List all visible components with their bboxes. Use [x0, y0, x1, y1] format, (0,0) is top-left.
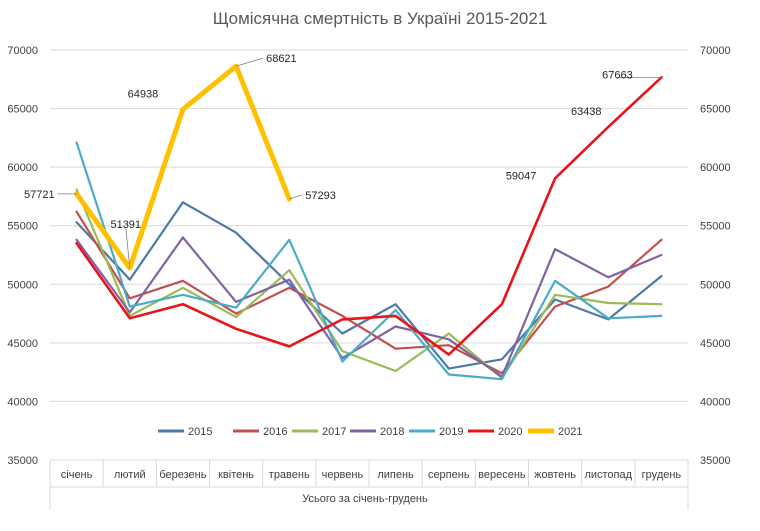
y-tick-label-left: 50000 [7, 279, 38, 291]
legend-label-2021: 2021 [558, 426, 582, 438]
x-tick-label: березень [159, 469, 206, 481]
legend-label-2015: 2015 [188, 426, 212, 438]
data-label-2020: 63438 [571, 106, 602, 118]
annotations: 57721 51391 64938 68621 57293 59047 63438 67663 [24, 53, 662, 269]
x-tick-label: травень [269, 469, 310, 481]
x-tick-label: квітень [218, 469, 254, 481]
series-layer [74, 63, 663, 381]
legend: 2015 2016 2017 2018 2019 2020 2021 [158, 426, 582, 438]
series-line-2017 [75, 188, 663, 380]
data-label-2021: 64938 [128, 88, 159, 100]
y-tick-label-right: 65000 [700, 104, 731, 116]
y-tick-label-right: 55000 [700, 221, 731, 233]
x-tick-label: лютий [114, 469, 146, 481]
legend-label-2017: 2017 [322, 426, 346, 438]
y-tick-label-right: 40000 [700, 396, 731, 408]
x-tick-label: червень [322, 469, 364, 481]
data-label-2021: 57721 [24, 189, 55, 201]
x-tick-label: липень [377, 469, 414, 481]
data-label-2021: 68621 [266, 53, 297, 65]
legend-label-2019: 2019 [439, 426, 463, 438]
series-line-2020 [75, 76, 663, 356]
series-line-2018 [75, 236, 663, 378]
x-axis: січень лютий березень квітень травень червень… [49, 459, 689, 510]
annotation-leader [235, 57, 264, 67]
legend-label-2020: 2020 [498, 426, 522, 438]
x-tick-label: листопад [584, 469, 632, 481]
y-tick-label-right: 70000 [700, 45, 731, 57]
data-label-2021: 57293 [305, 190, 336, 202]
series-line-2019 [75, 141, 663, 381]
y-tick-label-right: 35000 [700, 455, 731, 467]
y-tick-label-right: 60000 [700, 162, 731, 174]
y-tick-label-left: 55000 [7, 221, 38, 233]
x-tick-label: січень [61, 469, 93, 481]
y-tick-label-left: 45000 [7, 338, 38, 350]
x-tick-label: жовтень [534, 469, 576, 481]
annotation-leader [289, 194, 303, 200]
y-tick-label-left: 65000 [7, 104, 38, 116]
legend-label-2016: 2016 [263, 426, 287, 438]
y-axis-right: 35000 40000 45000 50000 55000 60000 65000 70000 [700, 45, 731, 467]
x-tick-label: грудень [642, 469, 682, 481]
y-axis-left: 35000 40000 45000 50000 55000 60000 65000 70000 [7, 45, 38, 467]
y-tick-label-right: 45000 [700, 338, 731, 350]
x-tick-label: серпень [428, 469, 470, 481]
data-label-2021: 51391 [110, 219, 141, 231]
y-tick-label-right: 50000 [700, 279, 731, 291]
series-line-2016 [75, 210, 663, 375]
data-label-2020: 59047 [506, 170, 537, 182]
x-tick-label: вересень [478, 469, 526, 481]
y-tick-label-left: 60000 [7, 162, 38, 174]
y-tick-label-left: 35000 [7, 455, 38, 467]
y-tick-label-left: 70000 [7, 45, 38, 57]
y-tick-label-left: 40000 [7, 396, 38, 408]
legend-label-2018: 2018 [380, 426, 404, 438]
series-line-2021 [74, 63, 292, 271]
data-label-2020: 67663 [602, 69, 633, 81]
x-axis-label: Усього за січень-грудень [302, 493, 428, 505]
annotation-leader [125, 226, 131, 269]
chart-title: Щомісячна смертність в Україні 2015-2021 [213, 9, 548, 28]
